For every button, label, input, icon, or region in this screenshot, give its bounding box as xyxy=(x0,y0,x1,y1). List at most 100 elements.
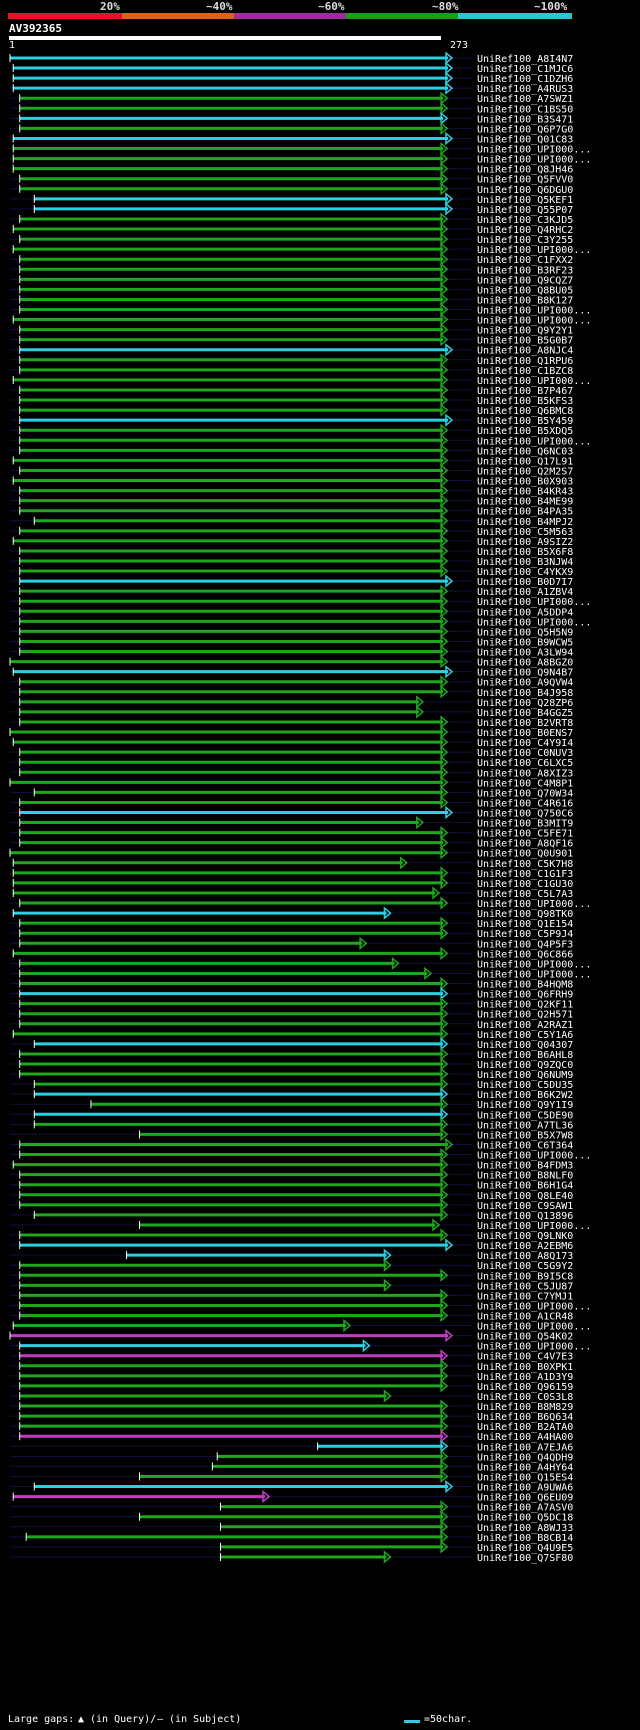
hit-row[interactable]: UniRef100_A9QVW4 xyxy=(10,675,573,689)
hit-row[interactable]: UniRef100_B5X6F8 xyxy=(10,544,573,558)
hit-row[interactable]: UniRef100_Q8BU05 xyxy=(10,282,573,296)
hit-row[interactable]: UniRef100_C4YKX9 xyxy=(10,564,573,578)
hit-row[interactable]: UniRef100_A9SIZ2 xyxy=(10,534,573,548)
hit-row[interactable]: UniRef100_C1G1F3 xyxy=(10,866,573,880)
hit-row[interactable]: UniRef100_A8I4N7 xyxy=(9,52,573,65)
hit-row[interactable]: UniRef100_Q9Y1I9 xyxy=(10,1097,573,1111)
hit-row[interactable]: UniRef100_B4FDM3 xyxy=(10,1157,573,1172)
hit-row[interactable]: UniRef100_B6K2W2 xyxy=(10,1087,573,1101)
hit-row[interactable]: UniRef100_C5M563 xyxy=(10,524,573,538)
hit-row[interactable]: UniRef100_Q6DGU0 xyxy=(10,182,573,196)
hit-row[interactable]: UniRef100_Q9N4B7 xyxy=(10,665,573,679)
hit-row[interactable]: UniRef100_B5G0B7 xyxy=(10,333,573,347)
hit-row[interactable]: UniRef100_A8XIZ3 xyxy=(10,765,573,779)
hit-row[interactable]: UniRef100_B0ENS7 xyxy=(9,725,573,739)
hit-row[interactable]: UniRef100_Q4P5F3 xyxy=(10,936,573,950)
hit-row[interactable]: UniRef100_B9WCW5 xyxy=(10,634,573,648)
hit-row[interactable]: UniRef100_A2EBM6 xyxy=(10,1238,573,1252)
hit-row[interactable]: UniRef100_UPI000... xyxy=(10,1339,591,1353)
hit-row[interactable]: UniRef100_Q2H571 xyxy=(10,1007,573,1021)
hit-row[interactable]: UniRef100_Q5FVV0 xyxy=(10,172,573,186)
hit-row[interactable]: UniRef100_Q4QDH9 xyxy=(10,1449,573,1463)
hit-row[interactable]: UniRef100_A9UWA6 xyxy=(10,1479,573,1494)
hit-row[interactable]: UniRef100_B4J958 xyxy=(10,685,573,699)
hit-row[interactable]: UniRef100_A2RAZ1 xyxy=(10,1017,573,1031)
hit-row[interactable]: UniRef100_Q6FRH9 xyxy=(10,986,573,1001)
hit-row[interactable]: UniRef100_C0S3L8 xyxy=(10,1389,573,1403)
hit-row[interactable]: UniRef100_Q98TK0 xyxy=(10,906,573,920)
hit-row[interactable]: UniRef100_UPI000... xyxy=(10,1147,591,1162)
hit-row[interactable]: UniRef100_B5X7W8 xyxy=(10,1127,573,1141)
hit-row[interactable]: UniRef100_C4M8P1 xyxy=(9,775,573,789)
hit-row[interactable]: UniRef100_A8BGZ0 xyxy=(9,654,573,669)
hit-row[interactable]: UniRef100_C5JU87 xyxy=(10,1278,573,1292)
hit-row[interactable]: UniRef100_Q6BMC8 xyxy=(10,403,573,417)
hit-row[interactable]: UniRef100_Q04307 xyxy=(10,1037,573,1051)
hit-row[interactable]: UniRef100_B3NJW4 xyxy=(10,554,573,568)
hit-row[interactable]: UniRef100_C5P9J4 xyxy=(10,926,573,940)
hit-row[interactable]: UniRef100_Q15ES4 xyxy=(10,1469,573,1483)
hit-row[interactable]: UniRef100_Q8LE40 xyxy=(10,1188,573,1202)
hit-row[interactable]: UniRef100_Q6NUM9 xyxy=(10,1067,573,1081)
hit-row[interactable]: UniRef100_Q6EU09 xyxy=(10,1489,573,1504)
hit-row[interactable]: UniRef100_Q4U9E5 xyxy=(10,1540,573,1554)
hit-row[interactable]: UniRef100_C0NUV3 xyxy=(10,745,573,759)
hit-row[interactable]: UniRef100_B4MPJ2 xyxy=(10,514,573,528)
hit-row[interactable]: UniRef100_C3KJD5 xyxy=(10,212,573,226)
hit-row[interactable]: UniRef100_Q7SF80 xyxy=(10,1550,573,1564)
hit-row[interactable]: UniRef100_C7YMJ1 xyxy=(10,1288,573,1302)
hit-row[interactable]: UniRef100_A4RUS3 xyxy=(10,81,573,95)
hit-row[interactable]: UniRef100_B4ME99 xyxy=(10,494,573,508)
hit-row[interactable]: UniRef100_UPI000... xyxy=(10,302,591,317)
hit-row[interactable]: UniRef100_C1MJC6 xyxy=(10,61,573,75)
hit-row[interactable]: UniRef100_B8CB14 xyxy=(10,1530,573,1544)
hit-row[interactable]: UniRef100_C9SAW1 xyxy=(10,1198,573,1212)
hit-row[interactable]: UniRef100_UPI000... xyxy=(10,614,591,628)
hit-row[interactable]: UniRef100_Q2M2S7 xyxy=(10,463,573,477)
hit-row[interactable]: UniRef100_A5DDP4 xyxy=(10,604,573,618)
hit-row[interactable]: UniRef100_B3RF23 xyxy=(10,262,573,276)
hit-row[interactable]: UniRef100_UPI000... xyxy=(10,896,591,910)
hit-row[interactable]: UniRef100_UPI000... xyxy=(10,956,591,970)
hit-row[interactable]: UniRef100_Q1RPU6 xyxy=(10,353,573,367)
hit-row[interactable]: UniRef100_Q13896 xyxy=(10,1208,573,1222)
hit-row[interactable]: UniRef100_C4Y9I4 xyxy=(10,735,573,749)
hit-row[interactable]: UniRef100_Q2KF11 xyxy=(10,997,573,1011)
hit-row[interactable]: UniRef100_Q54K02 xyxy=(9,1329,573,1343)
hit-row[interactable]: UniRef100_B6Q634 xyxy=(10,1409,573,1423)
hit-row[interactable]: UniRef100_A1ZBV4 xyxy=(10,584,573,598)
hit-row[interactable]: UniRef100_A7ASV0 xyxy=(10,1500,573,1514)
hit-row[interactable]: UniRef100_Q9CQZ7 xyxy=(10,272,573,286)
hit-row[interactable]: UniRef100_C4V7E3 xyxy=(10,1349,573,1363)
hit-row[interactable]: UniRef100_Q9Y2Y1 xyxy=(10,323,573,337)
hit-row[interactable]: UniRef100_C5G9Y2 xyxy=(10,1258,573,1272)
hit-row[interactable]: UniRef100_A7SWZ1 xyxy=(10,91,573,105)
hit-row[interactable]: UniRef100_C1DZH6 xyxy=(10,71,573,85)
hit-row[interactable]: UniRef100_B4KR43 xyxy=(10,483,573,498)
hit-row[interactable]: UniRef100_UPI000... xyxy=(10,312,591,327)
hit-row[interactable]: UniRef100_UPI000... xyxy=(10,594,591,608)
hit-row[interactable]: UniRef100_Q55P07 xyxy=(10,202,573,216)
hit-row[interactable]: UniRef100_B3MIT9 xyxy=(10,815,573,830)
hit-row[interactable]: UniRef100_B8NLF0 xyxy=(10,1168,573,1182)
hit-row[interactable]: UniRef100_C5L7A3 xyxy=(10,886,573,900)
hit-row[interactable]: UniRef100_B4HQM8 xyxy=(10,976,573,991)
hit-row[interactable]: UniRef100_Q6C866 xyxy=(10,946,573,960)
hit-row[interactable]: UniRef100_B6H1G4 xyxy=(10,1178,573,1192)
hit-row[interactable]: UniRef100_UPI000... xyxy=(10,1298,591,1312)
hit-row[interactable]: UniRef100_Q6P7G0 xyxy=(10,121,573,135)
hit-row[interactable]: UniRef100_Q5KEF1 xyxy=(10,192,573,206)
hit-row[interactable]: UniRef100_B7P467 xyxy=(10,383,573,397)
hit-row[interactable]: UniRef100_B5Y459 xyxy=(10,413,573,427)
hit-row[interactable]: UniRef100_B4GGZ5 xyxy=(10,705,573,719)
hit-row[interactable]: UniRef100_C1BS50 xyxy=(10,101,573,115)
hit-row[interactable]: UniRef100_Q5DC18 xyxy=(10,1510,573,1524)
hit-row[interactable]: UniRef100_Q8JH46 xyxy=(10,162,573,176)
hit-row[interactable]: UniRef100_A8WJ33 xyxy=(10,1520,573,1534)
hit-row[interactable]: UniRef100_A3LW94 xyxy=(10,644,573,659)
hit-row[interactable]: UniRef100_C4R616 xyxy=(10,795,573,809)
hit-row[interactable]: UniRef100_Q17L91 xyxy=(10,453,573,467)
hit-row[interactable]: UniRef100_A8QF16 xyxy=(10,836,573,850)
hit-row[interactable]: UniRef100_Q01C83 xyxy=(10,131,573,145)
hit-row[interactable]: UniRef100_UPI000... xyxy=(10,373,591,387)
